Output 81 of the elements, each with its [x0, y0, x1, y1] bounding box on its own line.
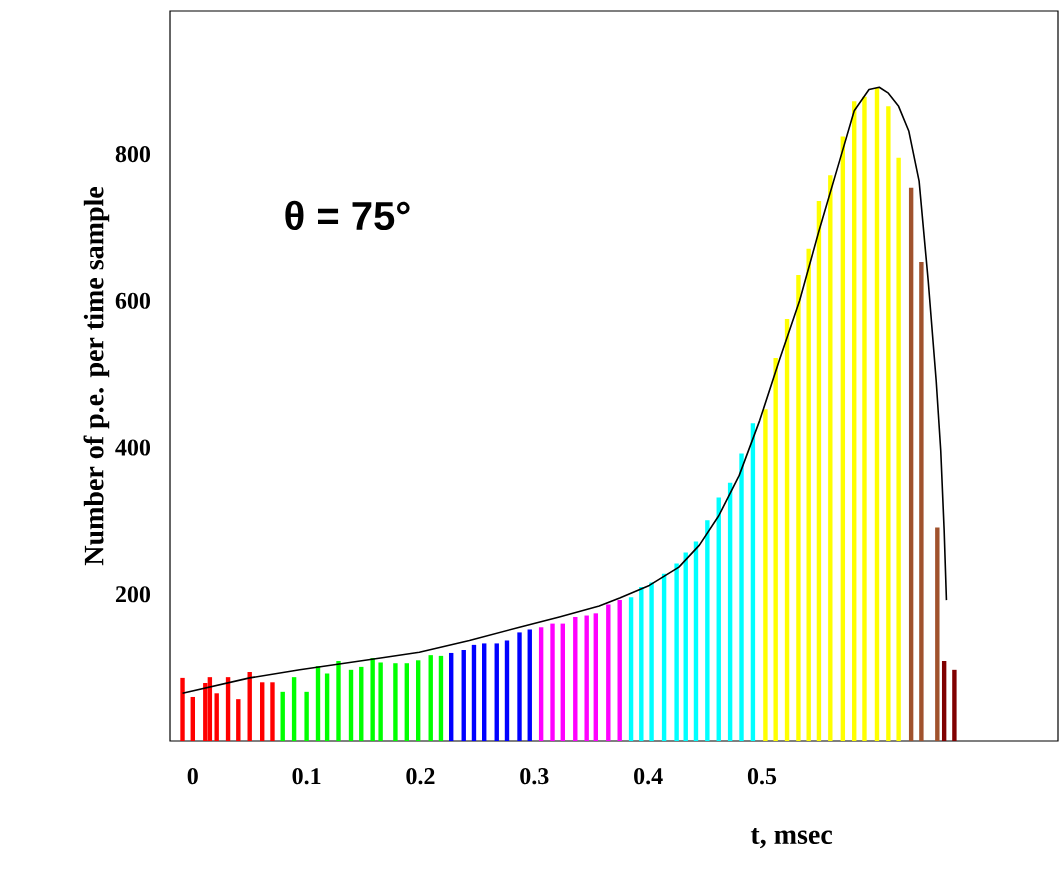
bar: [796, 275, 801, 741]
bar: [280, 691, 285, 741]
bar: [739, 453, 744, 741]
bar: [304, 691, 309, 741]
bar: [393, 663, 398, 741]
bar: [527, 629, 532, 741]
bar: [324, 673, 330, 741]
y-tick-label: 200: [115, 586, 151, 603]
bar: [727, 482, 733, 741]
bar: [214, 693, 219, 741]
bar: [560, 623, 565, 741]
bar: [908, 187, 914, 741]
bar: [639, 586, 644, 741]
bar: [593, 613, 598, 741]
bar: [190, 696, 195, 741]
bar: [517, 632, 522, 741]
bar: [750, 423, 756, 741]
y-tick-label: 800: [115, 145, 151, 163]
bar: [247, 672, 252, 741]
bar: [852, 101, 857, 741]
bar: [784, 319, 790, 741]
bar: [806, 248, 811, 741]
bar: [683, 552, 688, 741]
x-tick-label: 0: [187, 768, 198, 785]
bar: [438, 655, 444, 741]
x-tick-label: 0.2: [406, 768, 435, 785]
bar: [378, 662, 383, 741]
bar: [584, 615, 589, 741]
bar: [693, 541, 699, 741]
bar: [886, 106, 891, 741]
bar: [336, 661, 341, 741]
bar: [661, 573, 667, 741]
x-tick-label: 0.1: [292, 768, 321, 785]
bar: [449, 652, 454, 741]
bar: [291, 677, 297, 741]
annotation: θ = 75°: [285, 200, 410, 231]
bar: [471, 644, 477, 741]
x-tick-label: 0.5: [747, 768, 777, 785]
bar: [816, 201, 822, 741]
bar: [935, 527, 940, 741]
bar: [415, 660, 421, 741]
bar: [874, 88, 880, 741]
bar: [716, 497, 721, 741]
bar: [538, 627, 544, 741]
y-tick-label: 400: [115, 439, 151, 456]
x-axis-title: t, msec: [750, 828, 833, 849]
bar: [236, 699, 241, 741]
bar: [482, 643, 487, 741]
bar: [763, 409, 768, 741]
bar: [705, 520, 710, 741]
bar: [862, 96, 867, 741]
bar: [628, 597, 634, 741]
bar: [649, 582, 654, 741]
y-axis-title: Number of p.e. per time sample: [83, 186, 110, 566]
bar: [348, 669, 354, 741]
bar: [919, 261, 924, 741]
bar: [494, 643, 499, 741]
bar: [952, 669, 957, 741]
x-tick-label: 0.4: [634, 768, 663, 785]
bar: [674, 563, 679, 741]
bar: [773, 358, 778, 741]
bar: [896, 157, 901, 741]
bar: [550, 623, 555, 741]
bar: [370, 658, 375, 741]
bar: [404, 663, 410, 741]
bar: [573, 616, 578, 741]
x-tick-label: 0.3: [520, 768, 549, 785]
line-series: [181, 86, 948, 695]
bar: [270, 682, 275, 741]
bar: [617, 600, 622, 741]
bar: [428, 655, 433, 741]
bar: [260, 682, 265, 741]
bar: [359, 666, 364, 741]
bar: [606, 604, 611, 741]
bar: [180, 677, 185, 741]
bar: [941, 661, 947, 741]
bar: [461, 650, 466, 741]
bar: [504, 640, 510, 741]
bar: [840, 136, 846, 741]
bar: [828, 175, 833, 741]
y-tick-label: 600: [115, 292, 151, 309]
